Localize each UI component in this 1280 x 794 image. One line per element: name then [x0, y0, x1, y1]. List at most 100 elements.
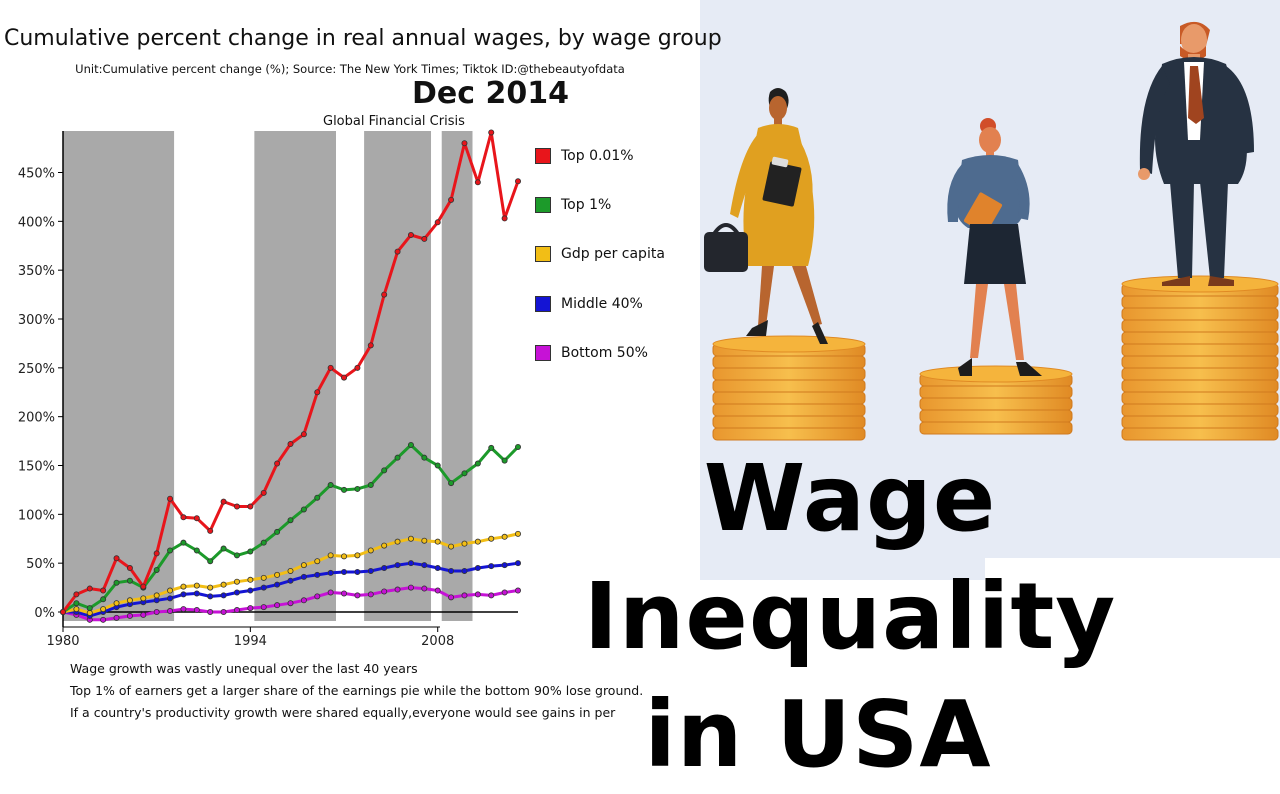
coin [919, 409, 1073, 423]
businessman-on-coins-icon [1138, 21, 1254, 286]
data-point [193, 515, 200, 522]
coin [919, 421, 1073, 435]
data-point [274, 460, 281, 467]
coin [1121, 391, 1279, 405]
legend-label: Gdp per capita [561, 246, 665, 263]
data-point [461, 140, 468, 147]
shaded-period [441, 131, 473, 621]
data-point [73, 591, 80, 598]
overlay-title-line2: in USA [644, 681, 992, 788]
data-point [515, 443, 522, 450]
data-point [314, 494, 321, 501]
data-point [501, 562, 508, 569]
data-point [274, 581, 281, 588]
coin-top [919, 365, 1073, 383]
data-point [434, 219, 441, 226]
data-point [448, 543, 455, 550]
data-point [354, 485, 361, 492]
data-point [501, 215, 508, 222]
data-point [434, 565, 441, 572]
data-point [327, 589, 334, 596]
legend-label: Middle 40% [561, 295, 643, 312]
legend-item: Middle 40% [535, 294, 665, 314]
data-point [488, 129, 495, 136]
y-tick-label: 300% [18, 313, 55, 328]
legend-label: Top 0.01% [561, 148, 634, 164]
data-point [274, 571, 281, 578]
coin [712, 415, 866, 429]
data-point [461, 540, 468, 547]
businesswoman-on-coins-icon [704, 88, 828, 344]
data-point [233, 589, 240, 596]
y-tick-label: 200% [18, 411, 55, 426]
y-tick-label: 100% [18, 508, 55, 523]
data-point [100, 606, 107, 613]
data-point [434, 462, 441, 469]
coin [1121, 415, 1279, 429]
coin [712, 427, 866, 441]
woman-on-coins-icon [947, 118, 1042, 376]
data-point [461, 470, 468, 477]
data-point [367, 591, 374, 598]
data-point [367, 482, 374, 489]
coin-stack-middle-icon [919, 365, 1073, 435]
data-point [488, 535, 495, 542]
coin [1121, 355, 1279, 369]
data-point [421, 537, 428, 544]
y-tick-label: 450% [18, 167, 55, 182]
data-point [140, 595, 147, 602]
data-point [180, 591, 187, 598]
note-line: Wage growth was vastly unequal over the … [70, 661, 418, 676]
data-point [421, 454, 428, 461]
coin [712, 355, 866, 369]
data-point [501, 589, 508, 596]
coin [1121, 307, 1279, 321]
data-point [394, 562, 401, 569]
data-point [126, 597, 133, 604]
shaded-period [364, 131, 432, 621]
data-point [515, 587, 522, 594]
data-point [207, 527, 214, 534]
data-point [113, 579, 120, 586]
data-point [153, 592, 160, 599]
data-point [100, 616, 107, 623]
data-point [274, 602, 281, 609]
data-point [381, 291, 388, 298]
data-point [488, 592, 495, 599]
data-point [193, 582, 200, 589]
legend-item: Top 0.01% [535, 146, 665, 166]
data-point [180, 514, 187, 521]
y-tick-label: 150% [18, 460, 55, 475]
coin [1121, 295, 1279, 309]
data-point [180, 606, 187, 613]
x-tick-label: 1980 [46, 634, 79, 649]
data-point [448, 196, 455, 203]
data-point [354, 364, 361, 371]
date-label: Dec 2014 [412, 76, 569, 111]
data-point [488, 563, 495, 570]
data-point [341, 568, 348, 575]
data-point [247, 503, 254, 510]
coin-stack-left-icon [712, 335, 866, 441]
data-point [287, 567, 294, 574]
chart-title: Cumulative percent change in real annual… [4, 26, 722, 51]
legend-item: Top 1% [535, 195, 665, 215]
illustration [704, 21, 1279, 441]
data-point [488, 444, 495, 451]
data-point [327, 569, 334, 576]
data-point [274, 528, 281, 535]
legend-swatch [535, 197, 551, 214]
y-tick-label: 50% [26, 557, 55, 572]
data-point [167, 587, 174, 594]
data-point [126, 612, 133, 619]
data-point [220, 592, 227, 599]
data-point [515, 530, 522, 537]
data-point [113, 600, 120, 607]
data-point [167, 608, 174, 615]
legend-swatch [535, 148, 551, 164]
data-point [434, 587, 441, 594]
data-point [367, 567, 374, 574]
coin [1121, 331, 1279, 345]
data-point [207, 584, 214, 591]
data-point [341, 590, 348, 597]
